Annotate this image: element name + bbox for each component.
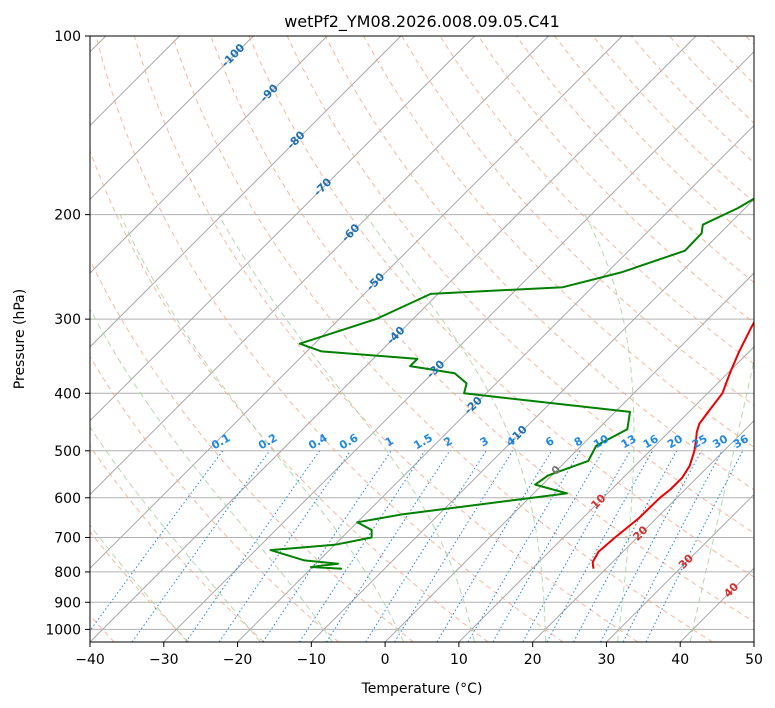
mixing-ratio-line [365, 450, 487, 642]
isotherm-line [90, 36, 254, 201]
dry-adiabat [172, 36, 713, 642]
mixing-ratio-line [218, 450, 351, 642]
mixing-ratio-line [600, 450, 702, 642]
plot-frame [89, 35, 755, 643]
y-tick-label: 100 [54, 29, 81, 45]
moist-adiabat [119, 214, 405, 642]
dry-adiabat [133, 36, 639, 642]
dry-adiabat [90, 531, 190, 642]
series-layer [269, 197, 754, 570]
moist-adiabat [584, 214, 635, 642]
chart-title: wetPf2_YM08.2026.008.09.05.C41 [284, 12, 560, 32]
y-tick-label: 300 [54, 312, 81, 328]
x-tick-label: 10 [450, 652, 468, 668]
plot-background [90, 36, 754, 642]
x-tick-label: 0 [381, 652, 390, 668]
x-tick-label: 50 [745, 652, 763, 668]
mixing-ratio-line [522, 450, 631, 642]
dewpoint-profile-line [269, 197, 754, 570]
x-axis-label: Temperature (°C) [361, 681, 483, 697]
isotherm-line [384, 272, 754, 642]
dry-adiabat [90, 149, 489, 642]
mixing-ratio-line [546, 450, 653, 642]
mixing-ratio-line [573, 450, 678, 642]
y-axis-label: Pressure (hPa) [12, 289, 28, 389]
y-tick-label: 500 [54, 444, 81, 460]
mixing-ratio-line [645, 450, 744, 642]
dry-adiabat [248, 36, 754, 578]
isotherm-line [163, 51, 754, 642]
mixing-ratio-line [299, 450, 426, 642]
mixing-ratio-line [262, 450, 392, 642]
isotherm-line [90, 36, 549, 496]
moist-adiabat [90, 524, 188, 642]
isotherm-line [532, 419, 754, 642]
background-lines [90, 36, 754, 642]
x-tick-label: −10 [297, 652, 327, 668]
isotherm-line [90, 36, 697, 642]
dry-adiabat [401, 36, 754, 407]
y-tick-label: 800 [54, 565, 81, 581]
isotherm-line [458, 346, 754, 642]
dry-adiabat [516, 36, 754, 284]
x-tick-label: 40 [671, 652, 689, 668]
dry-adiabat [90, 355, 339, 642]
mixing-ratio-line [325, 450, 451, 642]
x-tick-label: 30 [598, 652, 616, 668]
y-tick-label: 700 [54, 531, 81, 547]
mixing-ratio-line [90, 450, 224, 632]
isotherm-line [237, 124, 754, 642]
x-tick-label: −40 [75, 652, 105, 668]
x-tick-label: −20 [223, 652, 253, 668]
x-axis: −40 −30 −20 −10 0 10 20 30 40 50 [75, 642, 763, 668]
isotherm-line [90, 36, 623, 569]
dry-adiabat [90, 258, 414, 642]
y-tick-label: 1000 [45, 622, 81, 638]
x-tick-label: 20 [524, 652, 542, 668]
temperature-profile-line [591, 320, 754, 569]
y-tick-label: 400 [54, 386, 81, 402]
mixing-ratio-line [131, 450, 271, 642]
dry-adiabat [210, 36, 754, 623]
y-tick-label: 200 [54, 208, 81, 224]
dry-adiabat [95, 36, 564, 642]
y-tick-label: 900 [54, 595, 81, 611]
y-tick-label: 600 [54, 491, 81, 507]
isotherm-line [90, 36, 328, 274]
isotherm-line [90, 36, 476, 422]
dry-adiabat [363, 36, 754, 448]
dry-adiabat [477, 36, 754, 324]
y-axis: 100 200 300 400 500 600 700 800 900 1000 [45, 29, 90, 638]
mixing-ratio-line [185, 450, 321, 642]
isotherm-line [753, 641, 754, 642]
isotherm-line [90, 36, 402, 348]
isotherm-line [606, 493, 754, 642]
moist-adiabat [90, 426, 261, 642]
mixing-ratio-line [436, 450, 553, 642]
x-tick-label: −30 [149, 652, 179, 668]
moist-adiabat [90, 307, 333, 642]
